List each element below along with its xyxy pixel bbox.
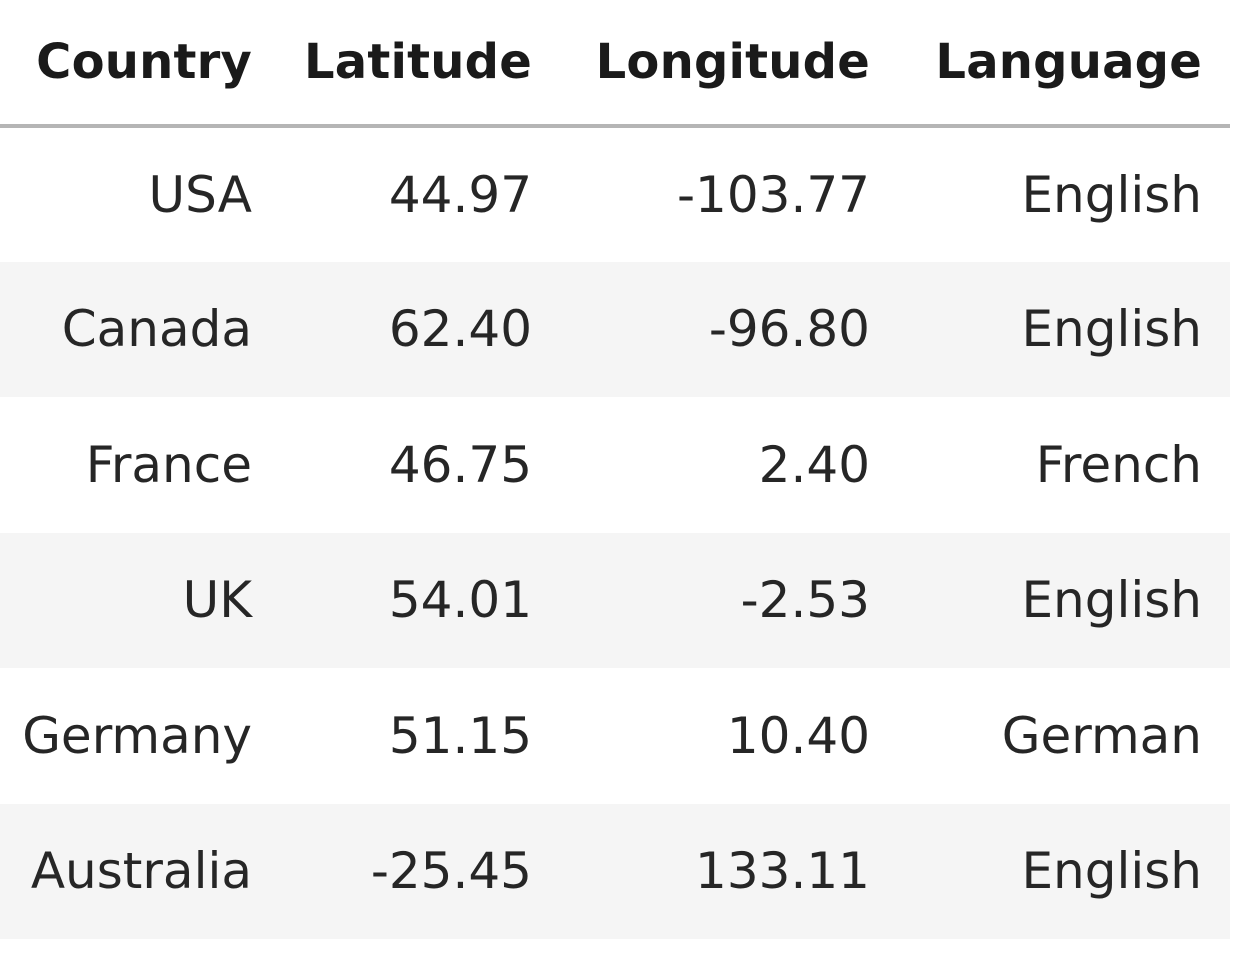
- table-row: Germany 51.15 10.40 German: [0, 668, 1230, 804]
- cell-longitude: 10.40: [560, 668, 898, 804]
- cell-country: UK: [0, 532, 280, 668]
- cell-country: Germany: [0, 668, 280, 804]
- cell-longitude: -2.53: [560, 532, 898, 668]
- column-header-country: Country: [0, 0, 280, 128]
- cell-country: Canada: [0, 261, 280, 397]
- column-header-latitude: Latitude: [280, 0, 560, 128]
- table-row: Australia -25.45 133.11 English: [0, 803, 1230, 939]
- cell-longitude: 2.40: [560, 397, 898, 533]
- cell-latitude: 46.75: [280, 397, 560, 533]
- table-header: Country Latitude Longitude Language: [0, 0, 1230, 128]
- cell-language: German: [898, 668, 1230, 804]
- cell-language: English: [898, 261, 1230, 397]
- table-row: USA 44.97 -103.77 English: [0, 126, 1230, 262]
- table-body: USA 44.97 -103.77 English Canada 62.40 -…: [0, 126, 1230, 939]
- cell-country: Australia: [0, 803, 280, 939]
- table-row: France 46.75 2.40 French: [0, 397, 1230, 533]
- data-table: Country Latitude Longitude Language USA …: [0, 0, 1230, 939]
- cell-longitude: 133.11: [560, 803, 898, 939]
- cell-latitude: -25.45: [280, 803, 560, 939]
- cell-language: English: [898, 126, 1230, 262]
- table-row: UK 54.01 -2.53 English: [0, 532, 1230, 668]
- cell-longitude: -103.77: [560, 126, 898, 262]
- column-header-language: Language: [898, 0, 1230, 128]
- table-row: Canada 62.40 -96.80 English: [0, 261, 1230, 397]
- cell-country: France: [0, 397, 280, 533]
- cell-latitude: 54.01: [280, 532, 560, 668]
- cell-country: USA: [0, 126, 280, 262]
- cell-language: English: [898, 803, 1230, 939]
- cell-latitude: 62.40: [280, 261, 560, 397]
- header-row: Country Latitude Longitude Language: [0, 0, 1230, 128]
- cell-latitude: 51.15: [280, 668, 560, 804]
- cell-language: French: [898, 397, 1230, 533]
- cell-longitude: -96.80: [560, 261, 898, 397]
- table-container: Country Latitude Longitude Language USA …: [0, 0, 1230, 939]
- column-header-longitude: Longitude: [560, 0, 898, 128]
- cell-latitude: 44.97: [280, 126, 560, 262]
- cell-language: English: [898, 532, 1230, 668]
